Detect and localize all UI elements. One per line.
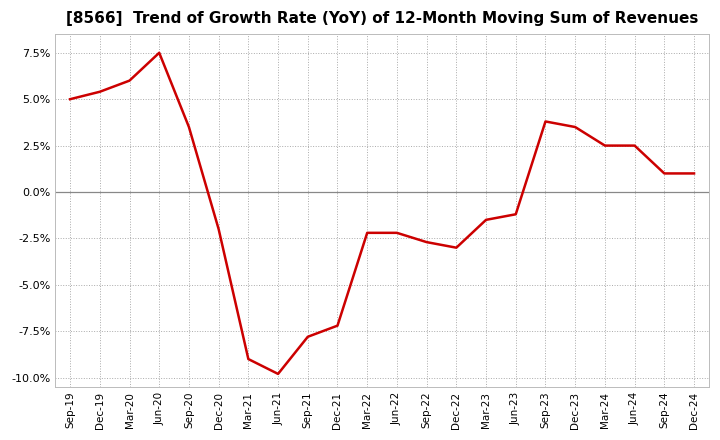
Title: [8566]  Trend of Growth Rate (YoY) of 12-Month Moving Sum of Revenues: [8566] Trend of Growth Rate (YoY) of 12-… <box>66 11 698 26</box>
